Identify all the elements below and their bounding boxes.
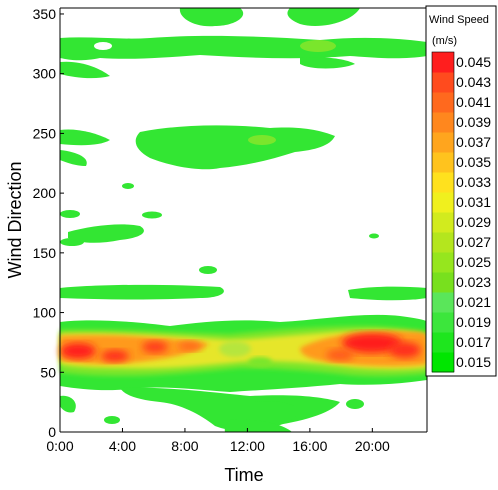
colorbar-swatch	[432, 352, 454, 373]
colorbar-level-label: 0.023	[456, 274, 491, 290]
contour-region	[348, 286, 427, 301]
contour-region	[326, 349, 354, 361]
contour-region	[389, 342, 421, 358]
contour-region	[179, 8, 244, 27]
contour-region	[60, 61, 110, 79]
colorbar-level-label: 0.025	[456, 254, 491, 270]
colorbar-swatch	[432, 292, 454, 313]
contour-region	[94, 42, 112, 50]
colorbar-level-label: 0.017	[456, 334, 491, 350]
colorbar-swatch	[432, 52, 454, 73]
y-axis-label: Wind Direction	[5, 161, 25, 278]
y-tick-label: 250	[33, 125, 57, 141]
contour-region	[248, 135, 276, 145]
colorbar-title: Wind Speed	[429, 14, 489, 26]
colorbar-swatch	[432, 312, 454, 333]
x-tick-label: 4:00	[109, 438, 136, 454]
contour-region	[342, 333, 402, 353]
y-tick-labels: 0 50 100 150 200 250 300 350	[33, 6, 64, 440]
colorbar-swatch	[432, 192, 454, 213]
colorbar-swatch	[432, 92, 454, 113]
colorbar-level-label: 0.037	[456, 134, 491, 150]
colorbar-level-label: 0.029	[456, 214, 491, 230]
y-tick-label: 300	[33, 66, 57, 82]
contour-region	[60, 210, 80, 218]
x-tick-label: 8:00	[171, 438, 198, 454]
contour-region	[60, 284, 224, 300]
contour-region	[219, 341, 251, 357]
contour-region	[142, 211, 162, 219]
contour-region	[178, 341, 202, 351]
colorbar: Wind Speed (m/s) 0.0150.0170.0190.0210.0…	[425, 5, 497, 377]
colorbar-swatch	[432, 232, 454, 253]
contour-region	[300, 57, 355, 69]
contour-region	[101, 350, 129, 362]
colorbar-level-label: 0.041	[456, 94, 491, 110]
x-tick-label: 20:00	[355, 438, 390, 454]
contour-region	[60, 150, 87, 166]
colorbar-swatch-frame	[431, 51, 455, 373]
x-axis-label: Time	[224, 465, 263, 485]
y-tick-label: 150	[33, 245, 57, 261]
contour-region	[104, 416, 120, 424]
contour-region	[142, 341, 168, 353]
x-tick-label: 16:00	[292, 438, 327, 454]
y-tick-label: 350	[33, 6, 57, 22]
contour-region	[60, 129, 110, 146]
y-tick-label: 0	[48, 424, 56, 440]
contour-region	[224, 419, 292, 432]
x-tick-label: 12:00	[230, 438, 265, 454]
contour-region	[346, 399, 364, 409]
colorbar-labels: 0.015 0.017 0.019 0.021 0.023 0.025 0.027 0.029…	[456, 54, 491, 370]
colorbar-level-label: 0.043	[456, 74, 491, 90]
y-tick-label: 50	[40, 364, 56, 380]
contour-region	[287, 8, 360, 27]
colorbar-level-label: 0.035	[456, 154, 491, 170]
y-tick-label: 200	[33, 185, 57, 201]
contour-region	[60, 343, 96, 359]
colorbar-level-label: 0.039	[456, 114, 491, 130]
colorbar-level-label: 0.031	[456, 194, 491, 210]
colorbar-level-label: 0.045	[456, 54, 491, 70]
colorbar-level-label: 0.015	[456, 354, 491, 370]
colorbar-unit: (m/s)	[432, 35, 457, 47]
colorbar-level-label: 0.027	[456, 234, 491, 250]
colorbar-swatch	[432, 212, 454, 233]
colorbar-swatch	[432, 112, 454, 133]
colorbar-swatch	[432, 252, 454, 273]
contour-region	[68, 224, 144, 243]
colorbar-swatch	[432, 272, 454, 293]
contour-region	[369, 233, 379, 239]
colorbar-swatch	[432, 332, 454, 353]
contour-region	[300, 40, 336, 52]
colorbar-swatch	[432, 152, 454, 173]
contour-region	[60, 335, 210, 364]
colorbar-swatches	[431, 51, 455, 373]
contour-region	[135, 125, 335, 170]
y-tick-label: 100	[33, 305, 57, 321]
x-tick-labels: 0:00 4:00 8:00 12:00 16:00 20:00	[46, 428, 390, 454]
colorbar-swatch	[432, 72, 454, 93]
heat-contours	[60, 8, 427, 432]
contour-region	[60, 395, 76, 413]
contour-region	[122, 183, 134, 189]
contour-region	[255, 401, 300, 429]
colorbar-level-label: 0.033	[456, 174, 491, 190]
contour-region	[60, 35, 427, 61]
contour-region	[199, 266, 217, 274]
colorbar-level-label: 0.019	[456, 314, 491, 330]
x-tick-label: 0:00	[46, 438, 73, 454]
colorbar-swatch	[432, 172, 454, 193]
colorbar-swatch	[432, 132, 454, 153]
colorbar-level-label: 0.021	[456, 294, 491, 310]
contour-region	[248, 357, 272, 367]
